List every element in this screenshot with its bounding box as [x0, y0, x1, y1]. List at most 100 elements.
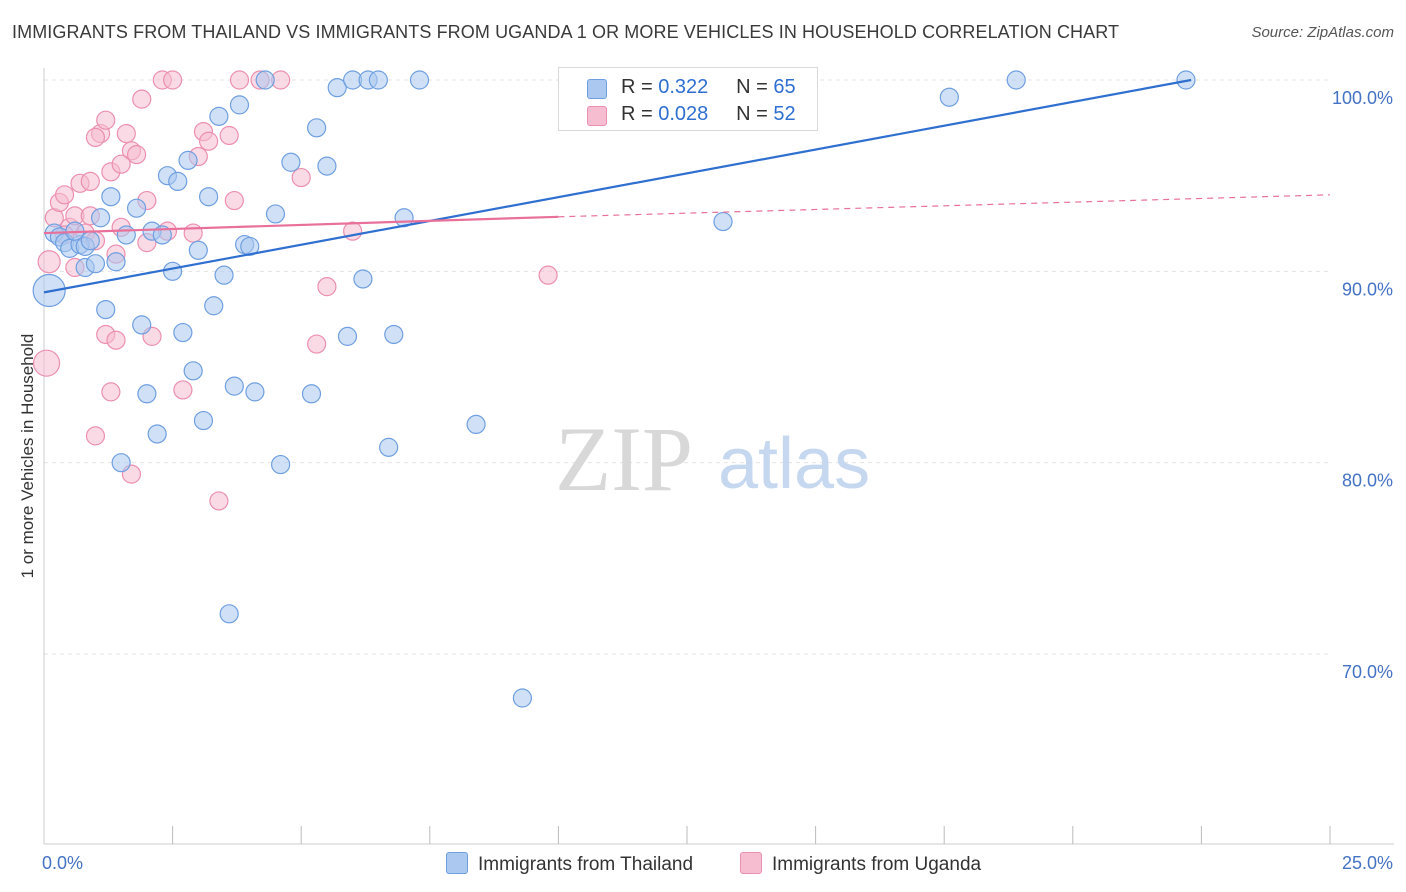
source-label: Source: ZipAtlas.com [1251, 24, 1394, 41]
thailand-point [281, 152, 301, 172]
gridlines [44, 79, 1330, 655]
thailand-point [90, 208, 111, 228]
thailand-point [137, 384, 157, 404]
thailand-point [178, 150, 198, 170]
uganda-point [54, 185, 75, 205]
x-tick-label: 0.0% [42, 853, 83, 873]
thailand-point [173, 322, 193, 343]
uganda-point [209, 491, 229, 511]
uganda-point [37, 250, 61, 274]
uganda-point [85, 127, 106, 147]
uganda-point [116, 123, 136, 144]
legend-n-label: N = [736, 76, 768, 98]
thailand-point [368, 70, 388, 90]
thailand-point [126, 198, 147, 218]
chart-title: IMMIGRANTS FROM THAILAND VS IMMIGRANTS F… [12, 22, 1120, 42]
uganda-point [291, 167, 311, 188]
watermark: ZIP atlas [555, 408, 870, 510]
legend-r-label: R = [621, 103, 653, 125]
legend-r-label: R = [621, 76, 653, 98]
thailand-point [183, 361, 203, 381]
thailand-point [384, 324, 404, 345]
bottom-legend-uganda: Immigrants from Uganda [740, 852, 981, 876]
thailand-point [132, 315, 152, 335]
bottom-legend-swatch-thailand [446, 852, 468, 874]
thailand-point [512, 688, 532, 708]
trend-line-thailand [43, 78, 1192, 294]
legend-r-value: 0.028 [658, 103, 709, 125]
uganda-point [85, 426, 106, 446]
thailand-point [379, 437, 399, 457]
thailand-point [96, 300, 116, 320]
thailand-point [353, 269, 373, 289]
uganda-point [111, 154, 131, 174]
thailand-point [1006, 70, 1026, 90]
bottom-legend-thailand: Immigrants from Thailand [446, 852, 693, 876]
uganda-point [132, 89, 152, 109]
trend-lines [43, 78, 1331, 294]
x-tick-label: 25.0% [1342, 853, 1393, 873]
uganda-point [106, 330, 126, 350]
thailand-point [111, 453, 131, 473]
series-thailand-points [32, 70, 1196, 708]
y-tick-label: 90.0% [1342, 279, 1393, 299]
thailand-point [219, 604, 239, 624]
thailand-point [80, 231, 100, 251]
thailand-point [101, 187, 121, 207]
thailand-point [466, 414, 486, 434]
thailand-point [245, 382, 265, 402]
thailand-point [271, 454, 291, 475]
uganda-point [126, 145, 147, 165]
uganda-point [80, 171, 100, 192]
uganda-point [538, 265, 558, 285]
y-tick-label: 100.0% [1332, 88, 1393, 108]
uganda-point [96, 110, 116, 130]
thailand-point [116, 225, 136, 245]
thailand-point [193, 410, 214, 431]
legend-box: R = 0.322 N = 65 R = 0.028 N = 52 [558, 67, 818, 131]
thailand-point [188, 240, 208, 260]
uganda-point [224, 190, 244, 211]
thailand-point [265, 204, 286, 224]
thailand-point [229, 95, 250, 115]
uganda-point [229, 70, 250, 90]
series-uganda-points [32, 70, 558, 511]
bottom-legend-label-uganda: Immigrants from Uganda [772, 854, 982, 875]
uganda-point [163, 70, 183, 90]
legend-swatch-thailand [587, 79, 607, 99]
watermark-zip: ZIP [555, 408, 693, 510]
bottom-legend-label-thailand: Immigrants from Thailand [478, 854, 694, 875]
uganda-point [199, 131, 219, 151]
uganda-point [219, 125, 239, 146]
thailand-point [317, 156, 337, 176]
thailand-point [85, 254, 106, 274]
thailand-point [713, 211, 733, 232]
uganda-point [317, 277, 337, 297]
bottom-legend-swatch-uganda [740, 852, 762, 874]
thailand-point [301, 384, 322, 404]
legend-r-value: 0.322 [658, 76, 709, 98]
thailand-point [939, 87, 959, 107]
uganda-point [173, 380, 193, 400]
thailand-point [147, 424, 167, 444]
thailand-point [106, 252, 126, 272]
thailand-point [214, 265, 234, 285]
thailand-point [199, 187, 219, 207]
thailand-point [240, 236, 260, 257]
axes [43, 68, 1394, 845]
thailand-point [163, 261, 183, 281]
watermark-atlas: atlas [718, 424, 870, 504]
thailand-point [327, 78, 347, 98]
uganda-point [32, 349, 61, 377]
thailand-point [168, 171, 188, 192]
legend-n-label: N = [736, 103, 768, 125]
tick-labels: 100.0% 90.0% 80.0% 70.0% 0.0% 25.0% [42, 88, 1393, 873]
thailand-point [307, 118, 327, 138]
y-tick-label: 80.0% [1342, 471, 1393, 491]
trend-line-uganda-extension [558, 194, 1331, 218]
uganda-point [101, 382, 121, 402]
thailand-point [337, 326, 358, 346]
thailand-point [409, 70, 430, 90]
uganda-point [183, 223, 203, 243]
